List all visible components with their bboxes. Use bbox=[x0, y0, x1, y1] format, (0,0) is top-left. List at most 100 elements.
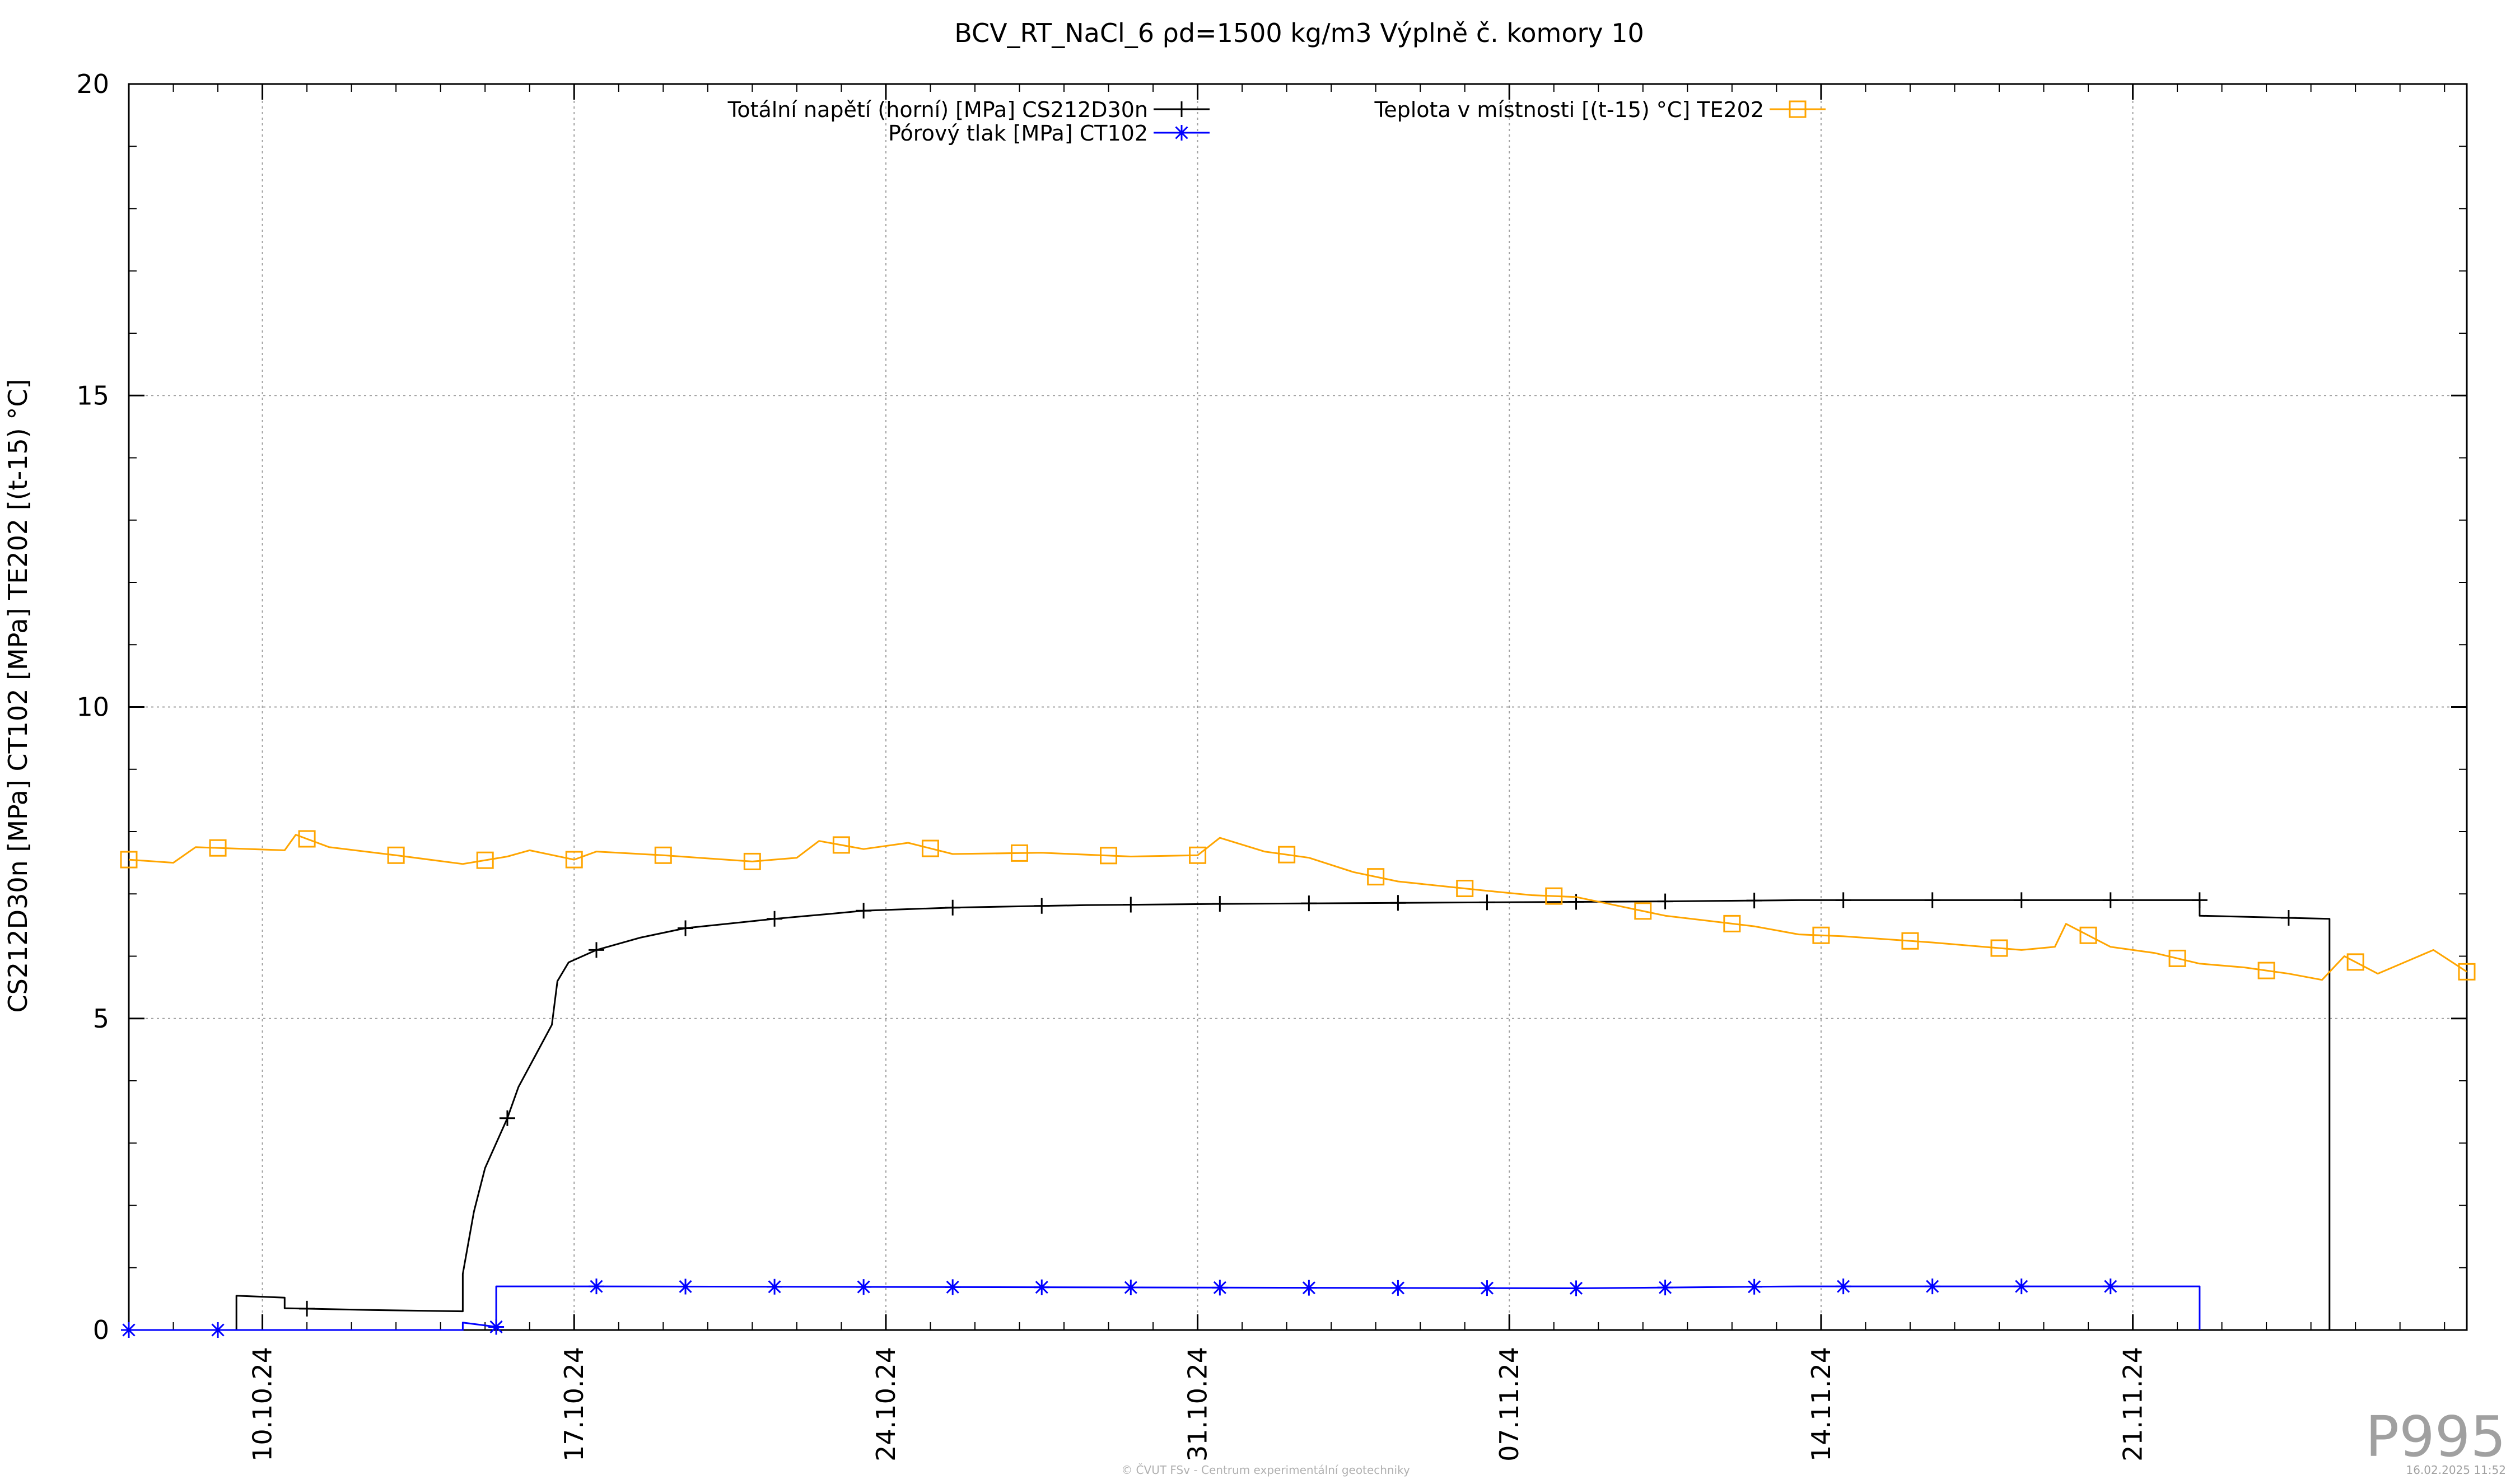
series-point-marker bbox=[832, 836, 850, 854]
legend-entry-3: Teplota v místnosti [(t-15) °C] TE202 bbox=[1374, 97, 1826, 122]
marker-plus-shape bbox=[2102, 892, 2118, 908]
series-line bbox=[129, 1285, 2201, 1331]
plot-frame bbox=[128, 83, 2468, 1331]
marker-square-shape bbox=[1010, 844, 1028, 862]
marker-star-shape bbox=[1657, 1280, 1673, 1296]
series-point-marker bbox=[565, 851, 583, 869]
marker-square-shape bbox=[2079, 926, 2097, 944]
marker-square-shape bbox=[2257, 962, 2275, 979]
y-tick-label: 0 bbox=[93, 1315, 109, 1345]
legend-marker bbox=[1789, 100, 1807, 118]
marker-star-shape bbox=[1174, 125, 1189, 141]
y-axis: 0 5 10 15 20 bbox=[76, 69, 2467, 1345]
series-point-marker bbox=[1278, 846, 1296, 864]
marker-star-shape bbox=[1924, 1278, 1940, 1295]
series-point-marker bbox=[1545, 887, 1563, 905]
marker-plus-shape bbox=[1835, 892, 1851, 908]
series-point-marker bbox=[1746, 893, 1762, 909]
series-point-marker bbox=[1367, 868, 1385, 886]
series-point-marker bbox=[2013, 1278, 2029, 1295]
marker-star-shape bbox=[678, 1278, 694, 1295]
x-tick-label: 31.10.24 bbox=[1183, 1347, 1213, 1462]
series-point-marker bbox=[120, 851, 138, 869]
watermark: P995 bbox=[2365, 1404, 2506, 1469]
series-point-marker bbox=[1568, 1280, 1584, 1296]
legend-label: Totální napětí (horní) [MPa] CS212D30n bbox=[727, 97, 1148, 122]
marker-square-shape bbox=[565, 851, 583, 869]
series-point-marker bbox=[488, 1319, 505, 1335]
marker-plus-shape bbox=[499, 1110, 515, 1126]
series-point-marker bbox=[1100, 847, 1118, 865]
chart-title: BCV_RT_NaCl_6 ρd=1500 kg/m3 Výplně č. ko… bbox=[954, 18, 1644, 48]
x-tick-label: 14.11.24 bbox=[1806, 1347, 1836, 1462]
marker-square-shape bbox=[1812, 926, 1830, 944]
marker-star-shape bbox=[856, 1279, 872, 1295]
series-point-marker bbox=[767, 1278, 783, 1295]
series-point-marker bbox=[1657, 1280, 1673, 1296]
series-line bbox=[128, 834, 2467, 981]
series-point-marker bbox=[499, 1110, 515, 1126]
series-point-marker bbox=[921, 839, 939, 857]
series-point-marker bbox=[1924, 892, 1940, 908]
series-3 bbox=[120, 830, 2476, 981]
footer-timestamp: 16.02.2025 11:52 bbox=[2406, 1463, 2506, 1477]
x-tick-label: 07.11.24 bbox=[1494, 1347, 1524, 1462]
series-point-marker bbox=[1723, 914, 1741, 932]
series-layer bbox=[120, 830, 2476, 1338]
marker-square-shape bbox=[2458, 963, 2476, 981]
marker-star-shape bbox=[1034, 1279, 1050, 1295]
series-point-marker bbox=[1123, 1280, 1139, 1296]
marker-plus-shape bbox=[767, 911, 783, 927]
series-point-marker bbox=[856, 1279, 872, 1295]
x-tick-label: 17.10.24 bbox=[559, 1347, 589, 1462]
series-point-marker bbox=[1189, 846, 1207, 864]
x-tick-label: 24.10.24 bbox=[871, 1347, 901, 1462]
marker-square-shape bbox=[1789, 100, 1807, 118]
y-axis-label: CS212D30n [MPa] CT102 [MPa] TE202 [(t-15… bbox=[3, 379, 33, 1013]
marker-plus-shape bbox=[1746, 893, 1762, 909]
series-point-marker bbox=[210, 1322, 226, 1338]
footer-copyright: © ČVUT FSv - Centrum experimentální geot… bbox=[1121, 1463, 1410, 1477]
y-tick-label: 15 bbox=[76, 380, 109, 410]
series-point-marker bbox=[121, 1322, 137, 1338]
marker-square-shape bbox=[1545, 887, 1563, 905]
marker-plus-shape bbox=[1034, 898, 1050, 914]
series-point-marker bbox=[1010, 844, 1028, 862]
marker-square-shape bbox=[209, 839, 227, 857]
marker-square-shape bbox=[1278, 846, 1296, 864]
series-point-marker bbox=[1390, 1280, 1406, 1296]
marker-square-shape bbox=[1367, 868, 1385, 886]
marker-star-shape bbox=[1301, 1280, 1317, 1296]
series-point-marker bbox=[1657, 893, 1673, 909]
series-point-marker bbox=[1835, 1278, 1851, 1295]
series-point-marker bbox=[1901, 932, 1919, 950]
marker-star-shape bbox=[1479, 1280, 1495, 1296]
series-point-marker bbox=[476, 851, 494, 869]
y-tick-label: 20 bbox=[76, 69, 109, 99]
series-point-marker bbox=[2257, 962, 2275, 979]
grid-lines bbox=[129, 84, 2467, 1330]
series-2 bbox=[121, 1278, 2201, 1338]
series-line bbox=[235, 899, 2331, 1330]
marker-square-shape bbox=[832, 836, 850, 854]
series-point-marker bbox=[1034, 898, 1050, 914]
marker-star-shape bbox=[1835, 1278, 1851, 1295]
legend-label: Teplota v místnosti [(t-15) °C] TE202 bbox=[1374, 97, 1764, 122]
series-1 bbox=[235, 892, 2331, 1330]
marker-star-shape bbox=[121, 1322, 137, 1338]
series-point-marker bbox=[589, 1278, 604, 1295]
series-point-marker bbox=[678, 1278, 694, 1295]
series-point-marker bbox=[1301, 895, 1317, 912]
legend: Totální napětí (horní) [MPa] CS212D30nPó… bbox=[727, 97, 1826, 146]
series-point-marker bbox=[678, 920, 694, 936]
marker-plus-shape bbox=[1657, 893, 1673, 909]
marker-square-shape bbox=[1456, 880, 1474, 898]
series-point-marker bbox=[209, 839, 227, 857]
series-point-marker bbox=[1034, 1279, 1050, 1295]
marker-square-shape bbox=[2346, 953, 2364, 971]
marker-square-shape bbox=[654, 846, 672, 864]
series-point-marker bbox=[2280, 910, 2297, 926]
series-point-marker bbox=[299, 1300, 315, 1317]
marker-square-shape bbox=[120, 851, 138, 869]
